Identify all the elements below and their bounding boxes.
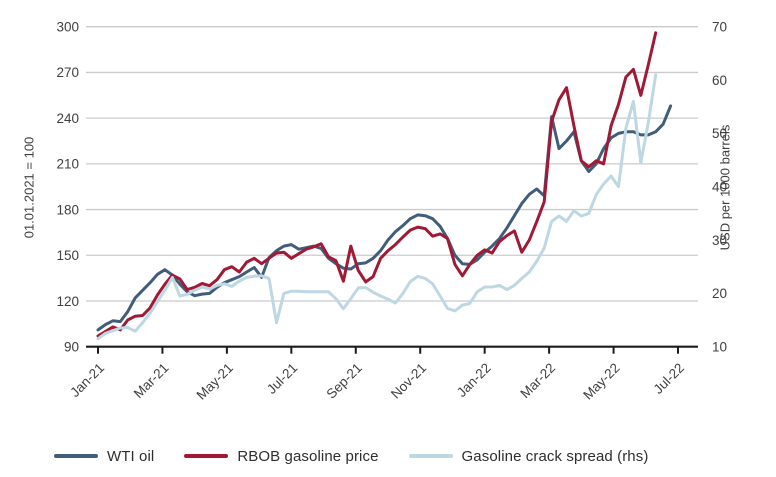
x-tick-label: May-21 — [194, 360, 236, 402]
right-y-tick-label: 70 — [712, 20, 727, 35]
right-y-tick-label: 10 — [712, 340, 727, 355]
x-tick-label: Sep-21 — [324, 360, 365, 401]
left-y-tick-label: 90 — [64, 340, 79, 355]
x-tick-label: Nov-21 — [388, 360, 429, 401]
legend-label-crack: Gasoline crack spread (rhs) — [461, 447, 649, 465]
x-tick-label: Jan-21 — [67, 360, 107, 400]
x-tick-label: Jul-22 — [651, 360, 688, 397]
left-y-tick-label: 180 — [56, 202, 79, 217]
x-tick-label: Jul-21 — [264, 360, 301, 397]
left-y-tick-label: 120 — [56, 294, 79, 309]
series-line-2 — [96, 73, 658, 341]
right-y-tick-label: 60 — [712, 73, 727, 88]
wti-line-swatch — [54, 454, 98, 458]
rbob-line-swatch — [184, 454, 229, 458]
left-y-tick-label: 150 — [56, 248, 79, 263]
legend-item-wti: WTI oil — [54, 448, 154, 465]
left-y-tick-label: 240 — [56, 111, 79, 126]
x-tick-label: May-22 — [580, 360, 622, 402]
line-chart-plot: Jan-21 Mar-21 May-21 Jul-21 Sep-21 Nov-21 Jan-… — [56, 20, 727, 403]
right-y-tick-label: 40 — [712, 180, 727, 195]
x-tick-label: Mar-22 — [517, 360, 558, 401]
x-tick-label: Mar-21 — [131, 360, 172, 401]
right-y-tick-label: 30 — [712, 233, 727, 248]
left-y-tick-label: 210 — [56, 157, 79, 172]
left-y-tick-label: 270 — [56, 65, 79, 80]
legend-label-wti: WTI oil — [107, 447, 155, 465]
right-y-tick-label: 20 — [712, 286, 727, 301]
legend-item-crack: Gasoline crack spread (rhs) — [408, 447, 649, 465]
right-y-tick-label: 50 — [712, 126, 727, 141]
legend: WTI oil RBOB gasoline price Gasoline cra… — [0, 438, 776, 474]
legend-item-rbob: RBOB gasoline price — [184, 448, 378, 465]
crack-line-swatch — [408, 454, 453, 458]
series-line-1 — [96, 31, 658, 338]
left-y-tick-label: 300 — [56, 20, 79, 35]
x-tick-label: Jan-22 — [454, 360, 494, 400]
legend-label-rbob: RBOB gasoline price — [237, 447, 379, 465]
